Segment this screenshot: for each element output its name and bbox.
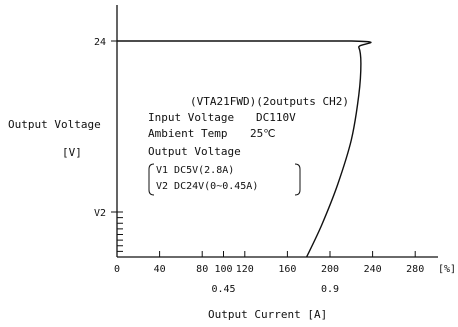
x-tick-label-280: 280 <box>406 264 424 275</box>
y-tick-group: 24 V2 <box>94 37 123 252</box>
input-voltage-value: DC110V <box>256 111 296 124</box>
x-tick-label-160: 160 <box>278 264 296 275</box>
x-tick-label-0: 0 <box>114 264 120 275</box>
ambient-temp-value: 25℃ <box>250 127 276 140</box>
y-axis-unit: [V] <box>62 146 82 159</box>
y-axis-label: Output Voltage <box>8 118 101 131</box>
ambient-temp-label: Ambient Temp <box>148 127 227 140</box>
x-current-label-0.45: 0.45 <box>211 284 235 295</box>
model-annotation: (VTA21FWD)(2outputs CH2) <box>190 95 349 108</box>
v1-spec: V1 DC5V(2.8A) <box>156 165 234 176</box>
left-bracket <box>148 163 155 196</box>
input-voltage-label: Input Voltage <box>148 111 234 124</box>
x-axis-label: Output Current [A] <box>208 308 327 321</box>
series-line <box>117 40 372 258</box>
x-tick-label-120: 120 <box>236 264 254 275</box>
x-tick-label-40: 40 <box>154 264 166 275</box>
x-current-label-0.9: 0.9 <box>321 284 339 295</box>
x-tick-label-200: 200 <box>321 264 339 275</box>
x-axis-unit-percent: [%] <box>438 264 456 275</box>
y-tick-label-V2: V2 <box>94 208 106 219</box>
output-voltage-label: Output Voltage <box>148 145 241 158</box>
y-tick-label-24: 24 <box>94 37 106 48</box>
x-tick-label-80: 80 <box>196 264 208 275</box>
v2-spec: V2 DC24V(0~0.45A) <box>156 181 258 192</box>
x-tick-group: 0 40 80 100 120 160 200 240 280 0.45 0.9 <box>114 251 424 295</box>
right-bracket <box>294 163 301 196</box>
x-tick-label-100: 100 <box>214 264 232 275</box>
x-tick-label-240: 240 <box>364 264 382 275</box>
